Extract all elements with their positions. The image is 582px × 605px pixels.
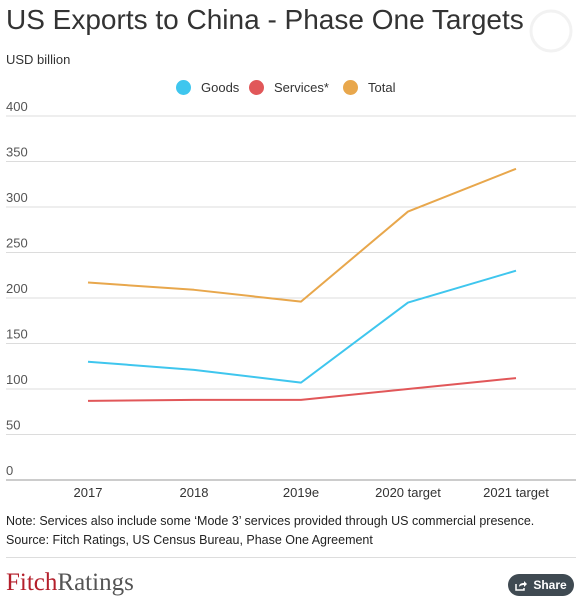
legend-swatch-services xyxy=(249,80,264,95)
x-tick-label: 2021 target xyxy=(483,485,549,500)
fitch-ratings-logo: FitchRatings xyxy=(6,569,134,597)
line-chart: 0 50 100 150 200 250 300 350 400 2017 2018 2019e 202… xyxy=(6,100,576,500)
x-tick-label: 2020 target xyxy=(375,485,441,500)
series-line-total xyxy=(87,167,517,303)
share-icon xyxy=(515,580,528,591)
legend-item-total[interactable]: Total xyxy=(343,80,395,95)
y-tick-label: 300 xyxy=(6,190,28,205)
legend-swatch-goods xyxy=(176,80,191,95)
chart-title: US Exports to China - Phase One Targets xyxy=(6,4,524,35)
legend-item-goods[interactable]: Goods xyxy=(176,80,239,95)
legend-label-services: Services* xyxy=(274,80,329,95)
y-tick-label: 50 xyxy=(6,418,20,433)
circle-icon xyxy=(529,9,573,53)
footer-divider xyxy=(6,557,576,558)
y-tick-label: 250 xyxy=(6,236,28,251)
source-text: Source: Fitch Ratings, US Census Bureau,… xyxy=(6,533,373,547)
legend-swatch-total xyxy=(343,80,358,95)
share-label: Share xyxy=(533,578,567,592)
logo-ratings: Ratings xyxy=(57,569,134,596)
y-tick-label: 400 xyxy=(6,100,28,114)
x-tick-label: 2018 xyxy=(180,485,209,500)
legend-label-total: Total xyxy=(368,80,396,95)
y-tick-label: 150 xyxy=(6,327,28,342)
y-tick-label: 350 xyxy=(6,145,28,160)
x-tick-label: 2017 xyxy=(74,485,103,500)
y-tick-label: 100 xyxy=(6,372,28,387)
chart-notes: Note: Services also include some ‘Mode 3… xyxy=(6,512,534,550)
chart-legend: Goods Services* Total xyxy=(0,80,582,98)
share-button[interactable]: Share xyxy=(508,574,574,596)
y-tick-label: 200 xyxy=(6,281,28,296)
y-tick-label: 0 xyxy=(6,463,13,478)
legend-label-goods: Goods xyxy=(201,80,240,95)
unit-label: USD billion xyxy=(6,52,71,67)
footnote: Note: Services also include some ‘Mode 3… xyxy=(6,514,535,528)
logo-fitch: Fitch xyxy=(6,569,58,596)
series-line-services xyxy=(87,377,517,402)
series-line-goods xyxy=(87,269,517,384)
legend-item-services[interactable]: Services* xyxy=(249,80,329,95)
x-tick-label: 2019e xyxy=(283,485,319,500)
